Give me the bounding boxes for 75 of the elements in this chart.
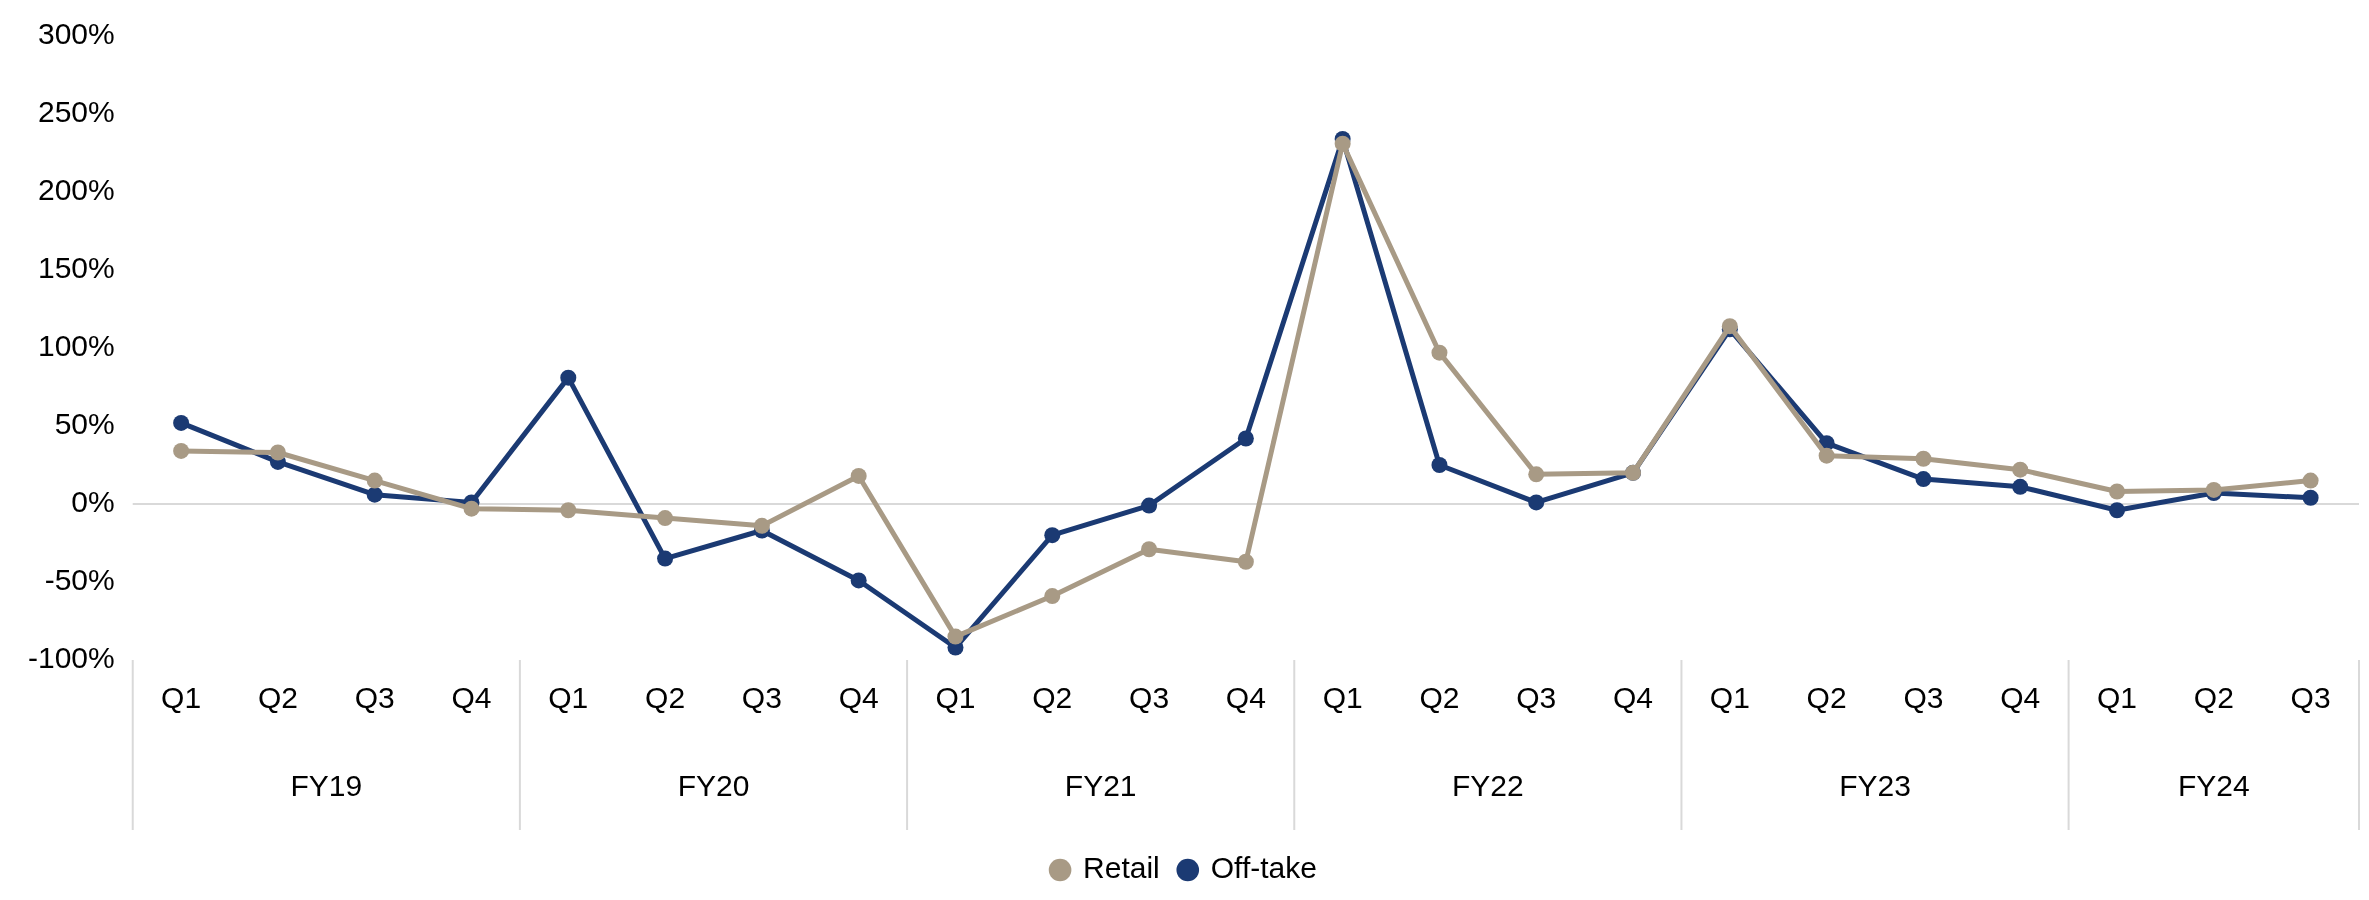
text: FY23 [1839, 769, 1911, 803]
x-tick-label: Q4 [2000, 681, 2041, 715]
x-tick-label: Q3 [354, 681, 395, 715]
point [850, 467, 867, 484]
point [1431, 344, 1448, 361]
point [657, 550, 674, 567]
point [173, 414, 190, 431]
point [2302, 489, 2319, 506]
text: FY21 [1064, 769, 1137, 803]
point [1528, 494, 1545, 511]
x-tick-label: Q3 [2290, 681, 2331, 715]
point [1044, 527, 1061, 544]
y-tick-label: 200% [37, 173, 115, 207]
y-tick-label: 0% [71, 485, 115, 519]
x-tick-label: Q3 [1516, 681, 1557, 715]
text: FY22 [1451, 769, 1524, 803]
x-tick-label: Q1 [2097, 681, 2138, 715]
x-tick-label: Q1 [1322, 681, 1363, 715]
text: FY20 [677, 769, 750, 803]
point [560, 502, 577, 519]
y-tick-label: 100% [37, 329, 115, 363]
legend-label: Retail [1083, 851, 1160, 885]
x-tick-label: Q2 [1419, 681, 1460, 715]
point [2012, 461, 2029, 478]
x-tick-label: Q3 [741, 681, 782, 715]
point [947, 628, 964, 645]
x-tick-label: Q2 [257, 681, 298, 715]
point [1818, 447, 1835, 464]
point [366, 486, 383, 503]
x-tick-label: Q3 [1129, 681, 1170, 715]
point [1431, 457, 1448, 473]
x-tick-label: Q4 [1613, 681, 1654, 715]
text: FY19 [290, 769, 363, 803]
x-tick-label: Q2 [1806, 681, 1847, 715]
point [1334, 135, 1351, 152]
point [1044, 588, 1061, 605]
point [2109, 502, 2126, 519]
y-tick-label: 250% [37, 95, 115, 129]
point [1915, 471, 1932, 488]
point [2109, 483, 2126, 500]
point [1915, 450, 1932, 467]
point [753, 517, 770, 534]
x-tick-label: Q4 [838, 681, 879, 715]
x-tick-label: Q2 [2193, 681, 2234, 715]
point [1237, 553, 1254, 570]
x-tick-label: Q3 [1903, 681, 1944, 715]
point [1141, 497, 1158, 514]
legend-label: Off-take [1210, 851, 1317, 885]
x-tick-label: Q4 [1225, 681, 1266, 715]
x-tick-label: Q1 [1709, 681, 1750, 715]
point [269, 444, 286, 461]
point [1141, 541, 1158, 558]
x-tick-label: Q2 [645, 681, 686, 715]
point [2205, 481, 2222, 498]
y-tick-label: -100% [28, 641, 115, 675]
x-tick-label: Q1 [935, 681, 976, 715]
point [850, 572, 867, 589]
point [173, 442, 190, 459]
point [2012, 478, 2029, 495]
y-tick-label: 150% [37, 251, 115, 285]
x-tick-label: Q1 [548, 681, 589, 715]
point [2302, 472, 2319, 489]
x-tick-label: Q2 [1032, 681, 1073, 715]
text: FY24 [2177, 769, 2250, 803]
y-tick-label: -50% [44, 563, 115, 597]
point [1237, 430, 1254, 447]
x-tick-label: Q1 [161, 681, 202, 715]
x-tick-label: Q4 [451, 681, 492, 715]
point [1528, 466, 1545, 483]
y-tick-label: 50% [54, 407, 115, 441]
point [463, 500, 480, 517]
point [560, 369, 577, 386]
point [366, 472, 383, 489]
y-tick-label: 300% [37, 17, 115, 51]
point [657, 510, 674, 527]
